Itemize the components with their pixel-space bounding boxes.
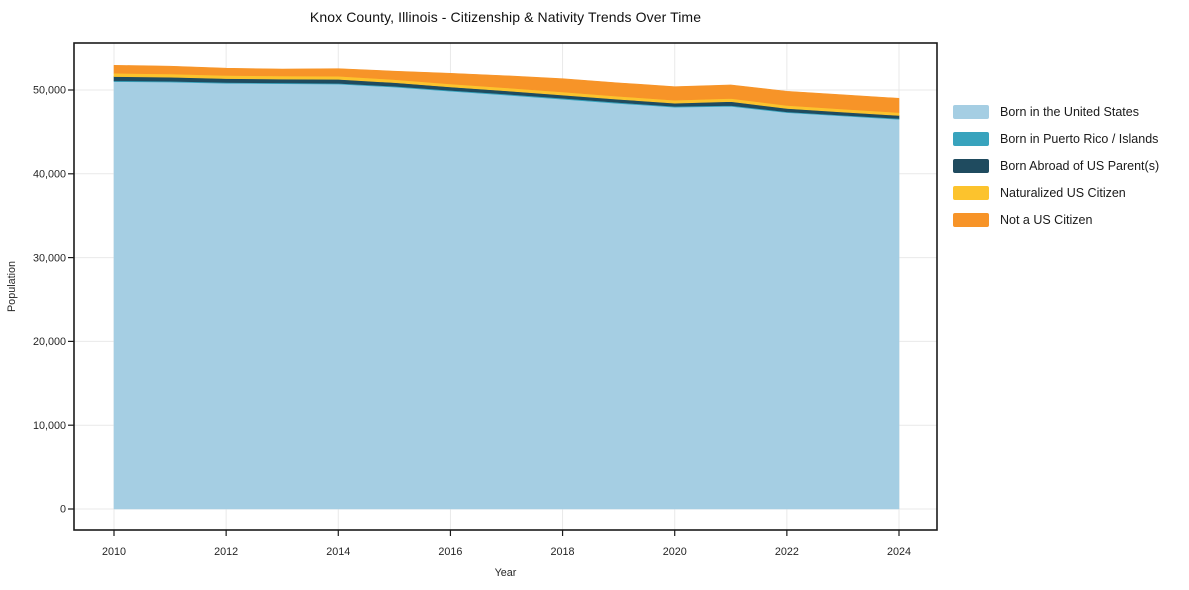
ticks: [68, 89, 900, 536]
x-tick-label: 2016: [438, 546, 462, 558]
x-tick-label: 2024: [887, 546, 911, 558]
legend-label: Naturalized US Citizen: [1000, 185, 1126, 200]
x-tick-label: 2022: [775, 546, 799, 558]
y-tick-label: 10,000: [33, 420, 66, 432]
legend-item: Born Abroad of US Parent(s): [953, 158, 1159, 173]
y-tick-label: 50,000: [33, 85, 66, 97]
x-tick-label: 2020: [663, 546, 687, 558]
plot-frame: [73, 42, 938, 531]
stacked-areas: [113, 64, 900, 510]
tick-labels: 2010 2012 2014 2016 2018 2020 2022 2024 0 10,000 2…: [33, 85, 911, 558]
x-tick-label: 2012: [214, 546, 238, 558]
legend-swatch: [953, 212, 989, 227]
y-tick-label: 30,000: [33, 252, 66, 264]
legend-label: Not a US Citizen: [1000, 212, 1093, 227]
legend-swatch: [953, 104, 989, 119]
legend-label: Born in Puerto Rico / Islands: [1000, 131, 1159, 146]
y-tick-label: 20,000: [33, 336, 66, 348]
legend-item: Not a US Citizen: [953, 212, 1159, 227]
x-tick-label: 2018: [551, 546, 575, 558]
legend-swatch: [953, 158, 989, 173]
legend-swatch: [953, 185, 989, 200]
legend-item: Born in the United States: [953, 104, 1159, 119]
x-tick-label: 2014: [326, 546, 350, 558]
y-axis-title: Population: [6, 261, 18, 312]
x-axis-title: Year: [495, 567, 517, 579]
legend: Born in the United States Born in Puerto…: [953, 104, 1159, 239]
legend-item: Born in Puerto Rico / Islands: [953, 131, 1159, 146]
y-tick-label: 0: [60, 504, 66, 516]
area-series-4: [113, 64, 900, 113]
area-series-0: [113, 81, 900, 510]
legend-item: Naturalized US Citizen: [953, 185, 1159, 200]
chart-title: Knox County, Illinois - Citizenship & Na…: [309, 9, 702, 25]
legend-label: Born Abroad of US Parent(s): [1000, 158, 1160, 173]
x-tick-label: 2010: [102, 546, 126, 558]
legend-label: Born in the United States: [1000, 104, 1139, 119]
y-tick-label: 40,000: [33, 169, 66, 181]
legend-swatch: [953, 131, 989, 146]
